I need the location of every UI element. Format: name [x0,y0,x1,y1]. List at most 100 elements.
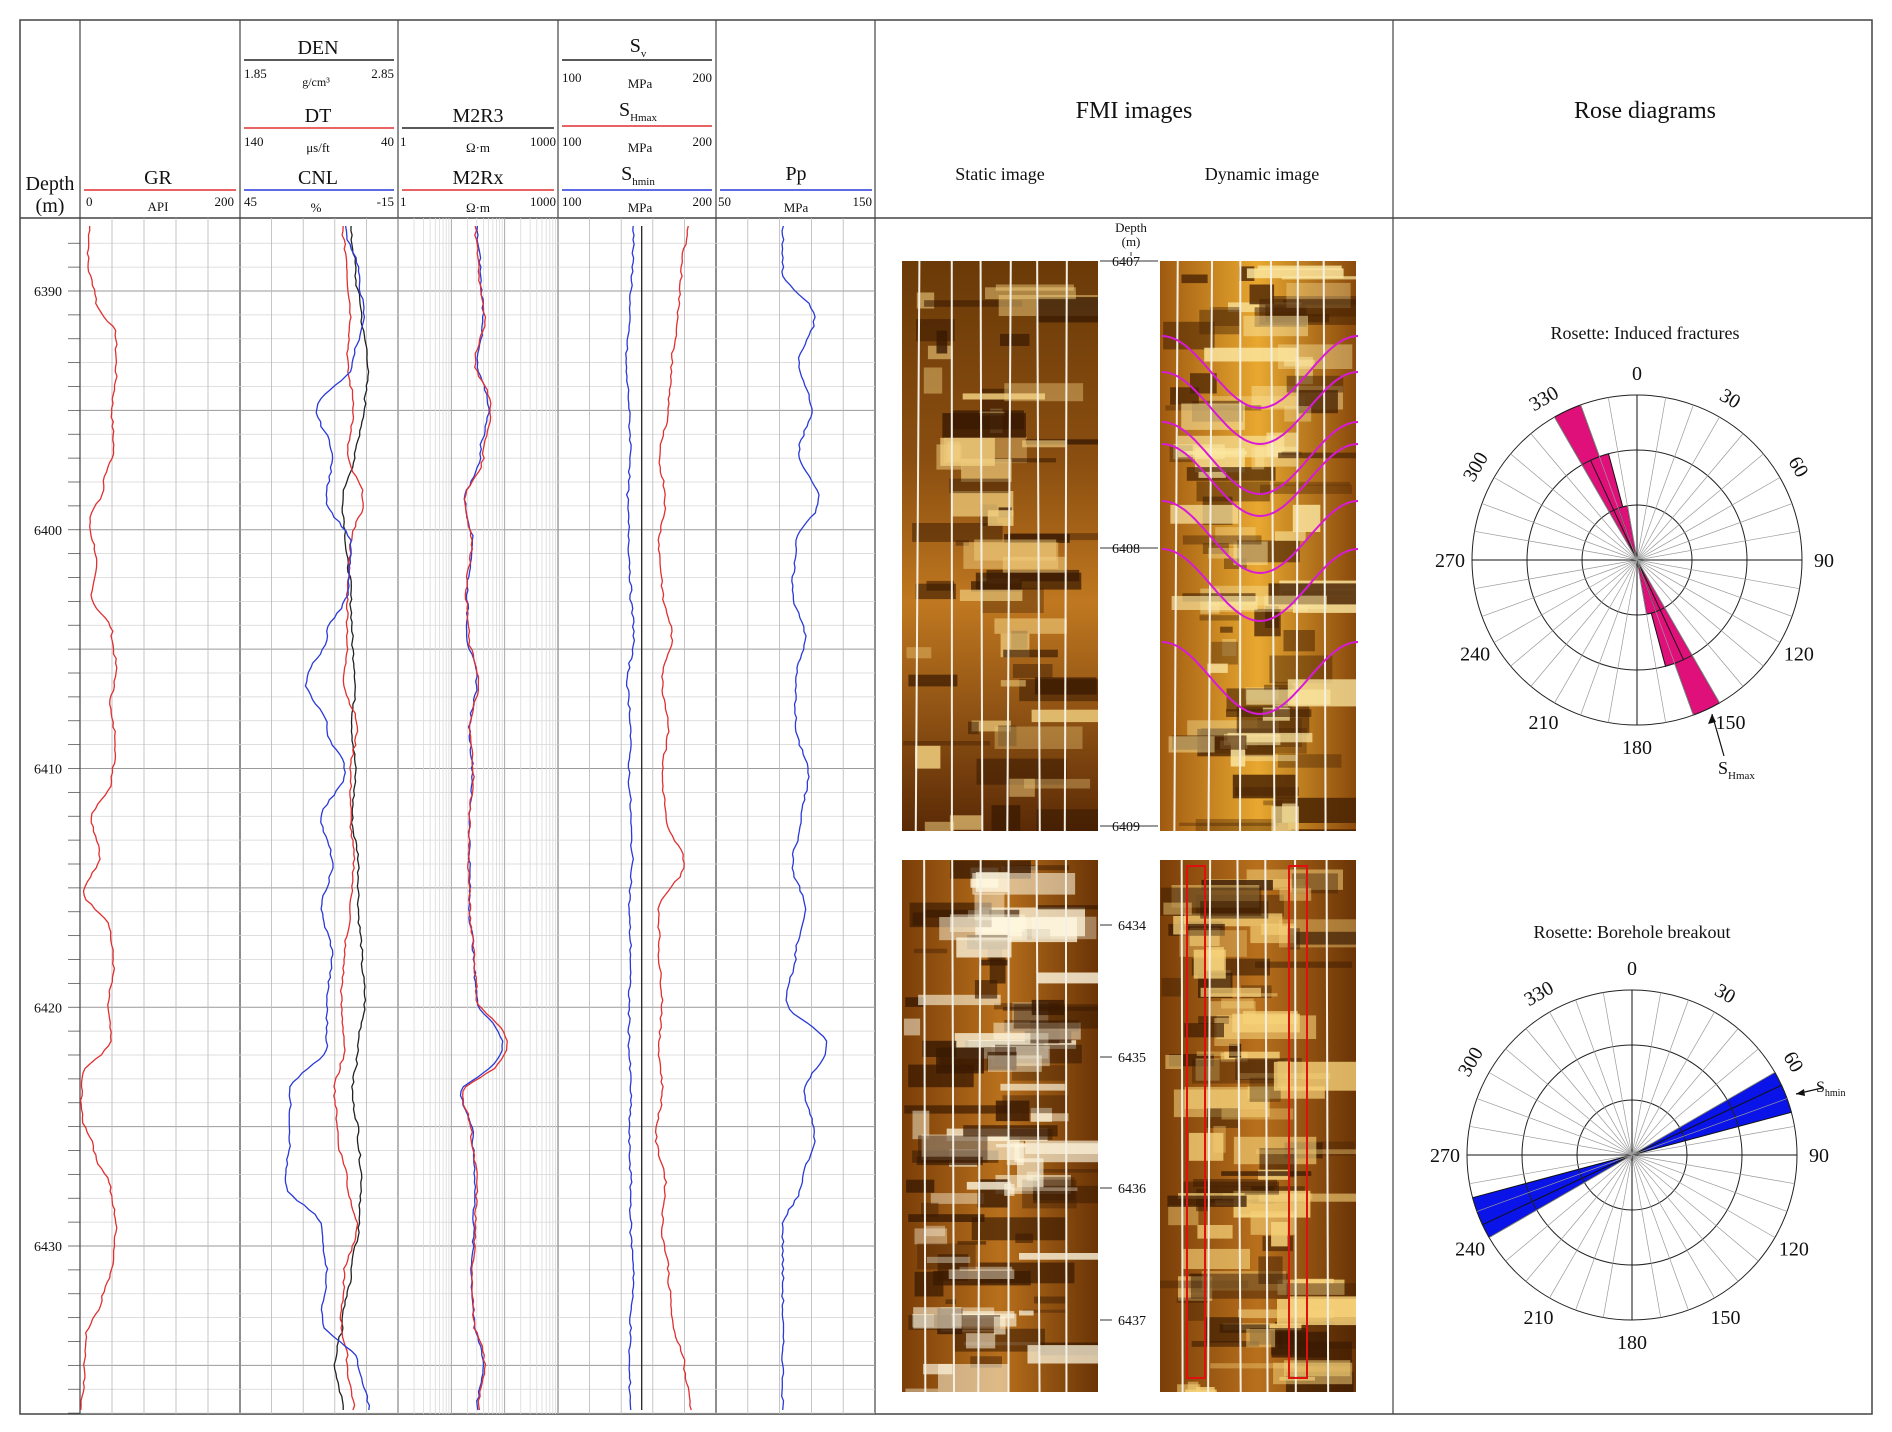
den-unit: g/cm³ [302,75,330,89]
fmi-depth-label: 6434 [1118,919,1146,934]
rose-title: Rose diagrams [1574,98,1716,124]
rose-sector [1636,559,1685,667]
rose-angle-label: 90 [1809,1145,1829,1167]
curve-dt [333,225,364,1411]
rose-angle-label: 300 [1459,449,1493,486]
shmin-name: Shmin [621,163,655,188]
curve-cnl [284,225,371,1411]
rose-angle-label: 210 [1524,1307,1554,1329]
dt-max: 40 [381,134,394,149]
depth-tick-label: 6420 [34,1001,62,1016]
pp-max: 150 [853,194,873,209]
m2r3-name: M2R3 [452,105,503,127]
rose-angle-label: 0 [1627,958,1637,980]
resistivity-header: M2R3 1 Ω·m 1000 M2Rx 1 Ω·m 1000 [400,105,556,215]
m2r3-max: 1000 [530,134,556,149]
rose-angle-label: 30 [1711,979,1739,1008]
shmin-annotation: Shmin [1816,1079,1845,1099]
rose-induced: Rosette: Induced fractures 0 30 60 90 120 150… [1435,323,1834,782]
sv-name: Sv [630,35,647,60]
fracture-sinusoid [1161,641,1359,716]
fracture-sinusoid [1161,335,1359,410]
m2r3-unit: Ω·m [466,140,490,155]
dt-name: DT [305,105,332,127]
shmin-min: 100 [562,194,582,209]
gr-unit: API [148,199,169,214]
shmax-min: 100 [562,134,582,149]
fmi-static-label: Static image [955,164,1044,184]
rose-angle-label: 120 [1779,1239,1809,1261]
rose-angle-label: 240 [1460,644,1490,666]
pp-name: Pp [785,163,806,185]
shmax-name: SHmax [619,99,658,124]
den-min: 1.85 [244,66,267,81]
rose-angle-label: 120 [1784,644,1814,666]
rose-sector [1553,404,1638,561]
rose-angle-label: 330 [1521,977,1558,1011]
breakout-box-right [1288,865,1308,1379]
fracture-sinusoid [1161,421,1359,496]
sv-unit: MPa [628,76,653,91]
rose-angle-label: 270 [1430,1145,1460,1167]
cnl-name: CNL [298,167,338,189]
fracture-sinusoid [1161,548,1359,623]
gr-min: 0 [86,194,93,209]
sv-max: 200 [693,70,713,85]
fmi-static-upper [902,260,1098,832]
fmi-depth-label: 6435 [1118,1051,1146,1066]
curve-den [333,225,370,1410]
rose-angle-label: 180 [1617,1332,1647,1354]
rose-angle-label: 90 [1814,550,1834,572]
fracture-sinusoid [1161,443,1359,518]
fmi-title: FMI images [1076,98,1193,124]
fmi-depth-scale: Depth (m) 6407 6408 6409 6434 6435 6436 6437 [1100,220,1158,1329]
m2rx-unit: Ω·m [466,200,490,215]
shmax-annotation: SHmax [1718,758,1755,782]
figure-frame [19,19,1873,1415]
shmin-arrow-head [1796,1089,1805,1096]
pp-header: Pp 50 MPa 150 [718,163,872,215]
gr-name: GR [144,167,172,189]
breakout-box-left [1186,865,1206,1379]
rose-angle-label: 60 [1784,453,1813,481]
fmi-dynamic-label: Dynamic image [1205,164,1319,184]
pp-min: 50 [718,194,731,209]
fmi-static-lower [902,859,1098,1393]
rose-angle-label: 30 [1716,384,1744,413]
m2rx-max: 1000 [530,194,556,209]
shmin-max: 200 [693,194,713,209]
fmi-depth-label: 6436 [1118,1182,1146,1197]
gr-max: 200 [215,194,235,209]
fmi-dynamic-upper [1160,260,1359,832]
den-dt-cnl-header: DEN 1.85 g/cm³ 2.85 DT 140 μs/ft 40 CNL … [244,37,394,215]
rose-sector [1636,559,1721,716]
rose-angle-label: 0 [1632,363,1642,385]
rose-sector [1589,453,1638,561]
stress-header: Sv 100 MPa 200 SHmax 100 MPa 200 Shmin 1… [562,35,712,215]
rose-angle-label: 150 [1711,1307,1741,1329]
m2rx-name: M2Rx [452,167,503,189]
rose-angle-label: 330 [1526,382,1563,416]
rose-angle-label: 210 [1529,712,1559,734]
depth-header: Depth (m) [26,173,75,217]
rose-breakout-title: Rosette: Borehole breakout [1534,922,1731,942]
rose-angle-label: 240 [1455,1239,1485,1261]
fmi-depth-label: 6437 [1118,1314,1146,1329]
rose-breakout: Rosette: Borehole breakout 0 30 60 90 120 150… [1430,922,1845,1354]
shmax-unit: MPa [628,140,653,155]
shmax-max: 200 [693,134,713,149]
fmi-depth-label: 6409 [1112,820,1140,835]
fmi-header: FMI images Static image Dynamic image [955,98,1319,184]
den-max: 2.85 [371,66,394,81]
fmi-depth-unit: (m) [1122,234,1141,249]
track-grids [80,218,875,1414]
depth-unit: (m) [36,195,65,217]
shmin-unit: MPa [628,200,653,215]
curve-shmax [654,225,692,1411]
sv-min: 100 [562,70,582,85]
fmi-dynamic-lower [1160,859,1356,1393]
den-name: DEN [297,37,338,59]
log-curves [79,225,828,1411]
fmi-depth-label: 6407 [1112,255,1140,270]
